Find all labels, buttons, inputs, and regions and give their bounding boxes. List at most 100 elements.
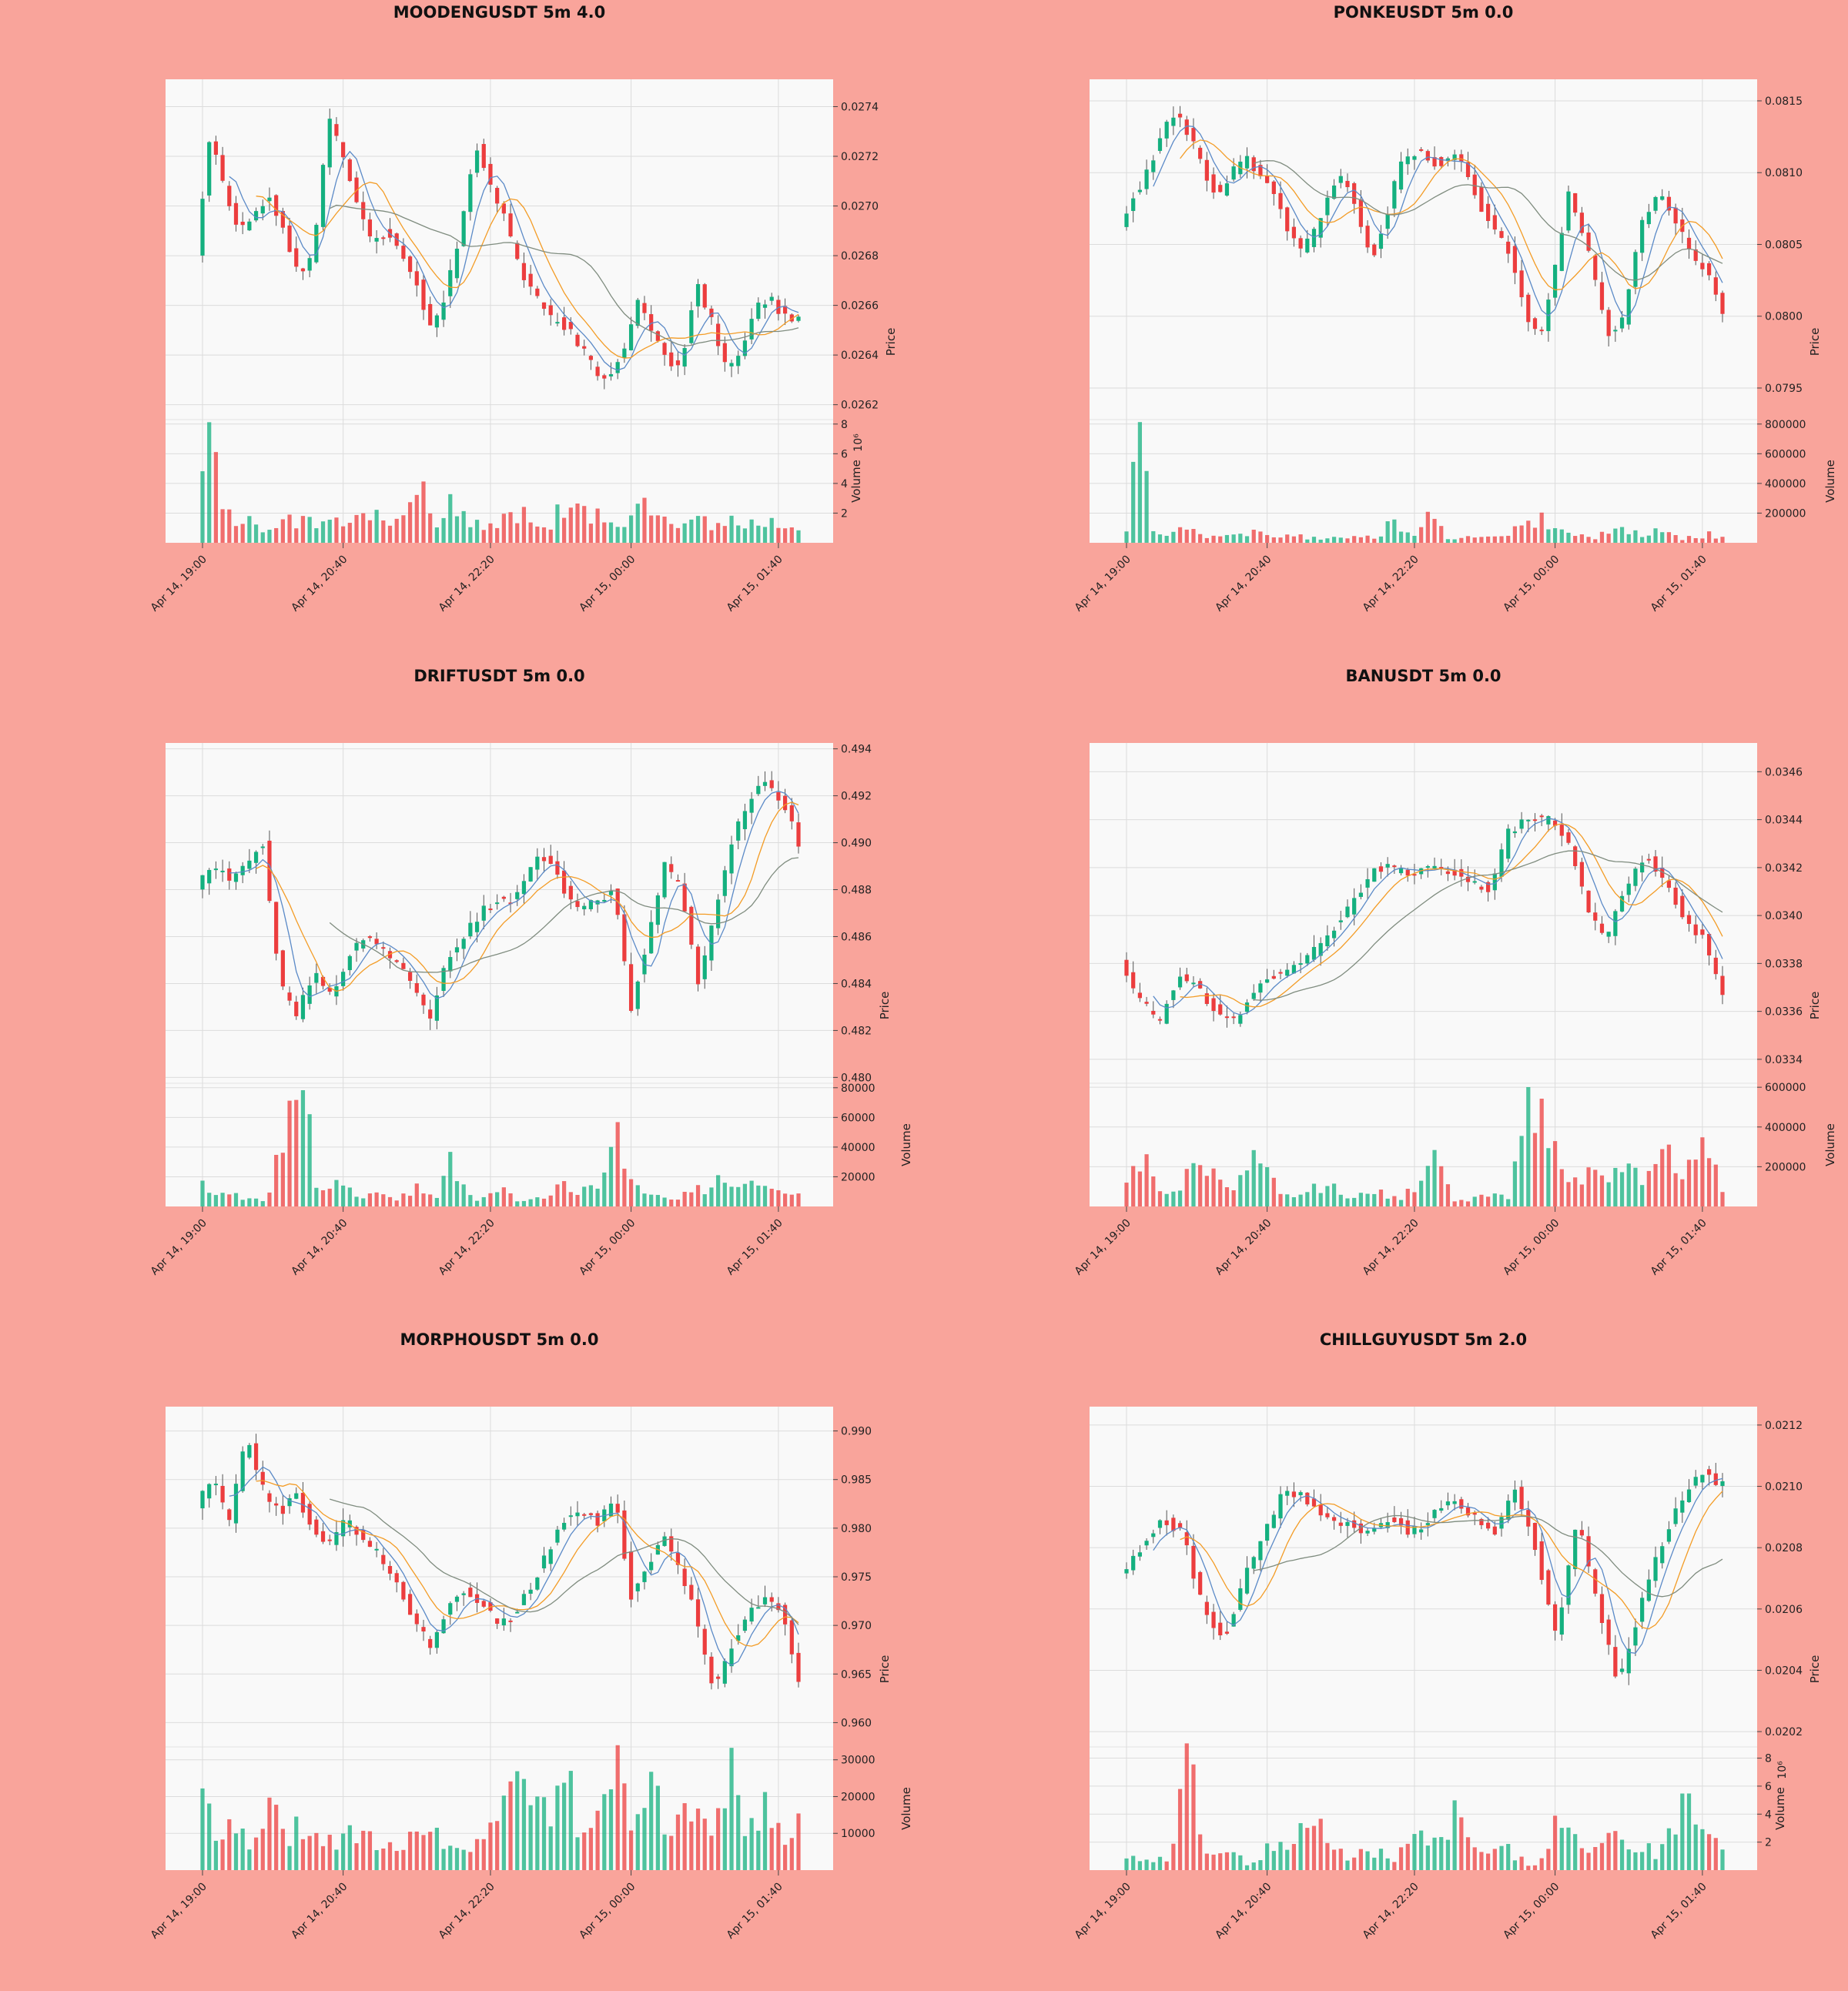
volume-bar (1412, 1192, 1417, 1206)
candle-body (1405, 869, 1410, 876)
candle-body (381, 1554, 386, 1564)
candle-body (535, 856, 540, 870)
volume-bar (1258, 1163, 1263, 1206)
candle-body (1392, 181, 1397, 209)
candle-body (274, 902, 279, 954)
volume-bar (1244, 1865, 1250, 1870)
candle-body (1506, 241, 1511, 254)
moving-average-line (1180, 139, 1723, 291)
volume-bar (394, 518, 399, 543)
volume-bar (361, 1198, 366, 1206)
candle-body (1706, 263, 1712, 276)
volume-bar (1599, 1175, 1605, 1206)
volume-bar (1673, 1834, 1678, 1870)
volume-bar (702, 1194, 707, 1206)
volume-bar (1331, 537, 1337, 543)
candle-body (274, 195, 279, 216)
candle-body (1706, 1469, 1712, 1475)
volume-tick-label: 20000 (841, 1791, 875, 1803)
candle-body (1398, 1518, 1404, 1526)
candle-body (220, 155, 225, 181)
volume-bar (233, 526, 239, 543)
volume-bar (1706, 531, 1712, 543)
volume-bar (200, 1788, 205, 1870)
candle-body (361, 1530, 366, 1541)
volume-bar (1613, 1167, 1618, 1206)
candles (200, 1434, 801, 1690)
volume-bar (1419, 1830, 1424, 1870)
volume-tick-label: 4 (1765, 1809, 1772, 1821)
candle-body (488, 163, 493, 185)
candle-body (401, 246, 406, 259)
candle-body (454, 1596, 460, 1602)
candle-body (1398, 868, 1404, 874)
price-tick-label: 0.494 (841, 744, 872, 756)
volume-bar (280, 1829, 285, 1870)
price-panel (1090, 743, 1757, 1083)
candle-body (1385, 1522, 1390, 1528)
candle-body (227, 1509, 232, 1521)
price-tick-label: 0.965 (841, 1668, 872, 1681)
price-tick-label: 0.0274 (841, 101, 879, 113)
candle-body (1265, 979, 1270, 983)
candle-body (1151, 160, 1156, 172)
volume-bar (1432, 518, 1437, 543)
candle-body (1653, 856, 1658, 872)
volume-bar (1640, 537, 1645, 543)
volume-bar (1244, 1170, 1250, 1206)
volume-bar (414, 1183, 419, 1206)
candle-body (347, 955, 352, 971)
candle-body (1593, 255, 1598, 280)
volume-bar (1653, 1859, 1658, 1870)
candle-body (374, 238, 379, 242)
volume-bar (327, 1188, 332, 1206)
candle-body (1539, 330, 1544, 332)
candle-body (1144, 1541, 1149, 1546)
moving-average-line (1180, 823, 1723, 1008)
volume-bar (1546, 529, 1551, 543)
volume-bar (374, 510, 379, 543)
candle-body (1305, 955, 1310, 964)
volume-bar (1265, 1843, 1270, 1870)
volume-bar (1157, 534, 1163, 543)
volume-bar (307, 1114, 312, 1206)
candle-body (227, 186, 232, 206)
price-axis-label: Price (878, 1655, 892, 1684)
volume-bar (300, 1839, 306, 1870)
candle-body (562, 870, 567, 894)
volume-bar (749, 1180, 754, 1206)
x-tick-label: Apr 14, 22:20 (437, 554, 497, 614)
price-axis-label: Price (1808, 328, 1822, 356)
volume-bar (1231, 1190, 1236, 1206)
volume-bar (1278, 537, 1283, 543)
volume-bar (1392, 1196, 1397, 1206)
volume-bar (669, 1835, 674, 1870)
price-tick-label: 0.0805 (1765, 239, 1803, 251)
candle-body (1499, 231, 1504, 238)
volume-bar (528, 1805, 533, 1870)
volume-bar (213, 452, 219, 543)
candle-body (1164, 1003, 1169, 1024)
candle-body (1640, 1598, 1645, 1622)
candle-body (1218, 1004, 1223, 1015)
candle-body (1218, 185, 1223, 192)
volume-bar (1204, 1853, 1209, 1870)
candle-body (1459, 154, 1464, 162)
volume-bar (628, 515, 634, 543)
volume-bar (1131, 461, 1136, 543)
candle-body (300, 268, 306, 272)
candle-body (441, 1619, 446, 1634)
candle-body (689, 906, 694, 945)
candle-body (1720, 293, 1725, 314)
candle-body (1184, 119, 1189, 136)
volume-bar (662, 1197, 667, 1206)
volume-bar (1318, 1819, 1323, 1870)
volume-bar (1506, 1199, 1511, 1206)
candle-body (1238, 1588, 1243, 1610)
candle-body (1184, 1532, 1189, 1546)
volume-panel (1090, 1747, 1757, 1870)
volume-bar (1258, 531, 1263, 543)
candle-body (1378, 866, 1384, 872)
candle-body (521, 881, 527, 895)
candle-body (796, 1652, 801, 1682)
